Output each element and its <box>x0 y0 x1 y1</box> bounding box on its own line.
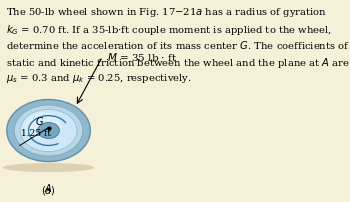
Text: $\mu_s$ = 0.3 and $\mu_k$ = 0.25, respectively.: $\mu_s$ = 0.3 and $\mu_k$ = 0.25, respec… <box>6 72 192 85</box>
Text: $k_G$ = 0.70 ft. If a 35-lb$\cdot$ft couple moment is applied to the wheel,: $k_G$ = 0.70 ft. If a 35-lb$\cdot$ft cou… <box>6 23 332 37</box>
Circle shape <box>23 112 61 140</box>
Text: $G$: $G$ <box>35 114 44 126</box>
Ellipse shape <box>2 163 94 172</box>
Circle shape <box>20 110 77 152</box>
Text: $A$: $A$ <box>44 181 53 193</box>
Text: determine the acceleration of its mass center $G$. The coefficients of: determine the acceleration of its mass c… <box>6 39 350 51</box>
Text: static and kinetic friction between the wheel and the plane at $A$ are: static and kinetic friction between the … <box>6 55 350 69</box>
Circle shape <box>38 123 60 139</box>
Text: $(a)$: $(a)$ <box>41 183 56 196</box>
Text: The 50-lb wheel shown in Fig. 17$-$21$a$ has a radius of gyration: The 50-lb wheel shown in Fig. 17$-$21$a$… <box>6 6 327 19</box>
Circle shape <box>14 106 83 156</box>
Circle shape <box>7 100 90 162</box>
Text: 1.25 ft: 1.25 ft <box>21 129 50 138</box>
Text: $M$ = 35 lb $\cdot$ ft: $M$ = 35 lb $\cdot$ ft <box>106 51 177 63</box>
